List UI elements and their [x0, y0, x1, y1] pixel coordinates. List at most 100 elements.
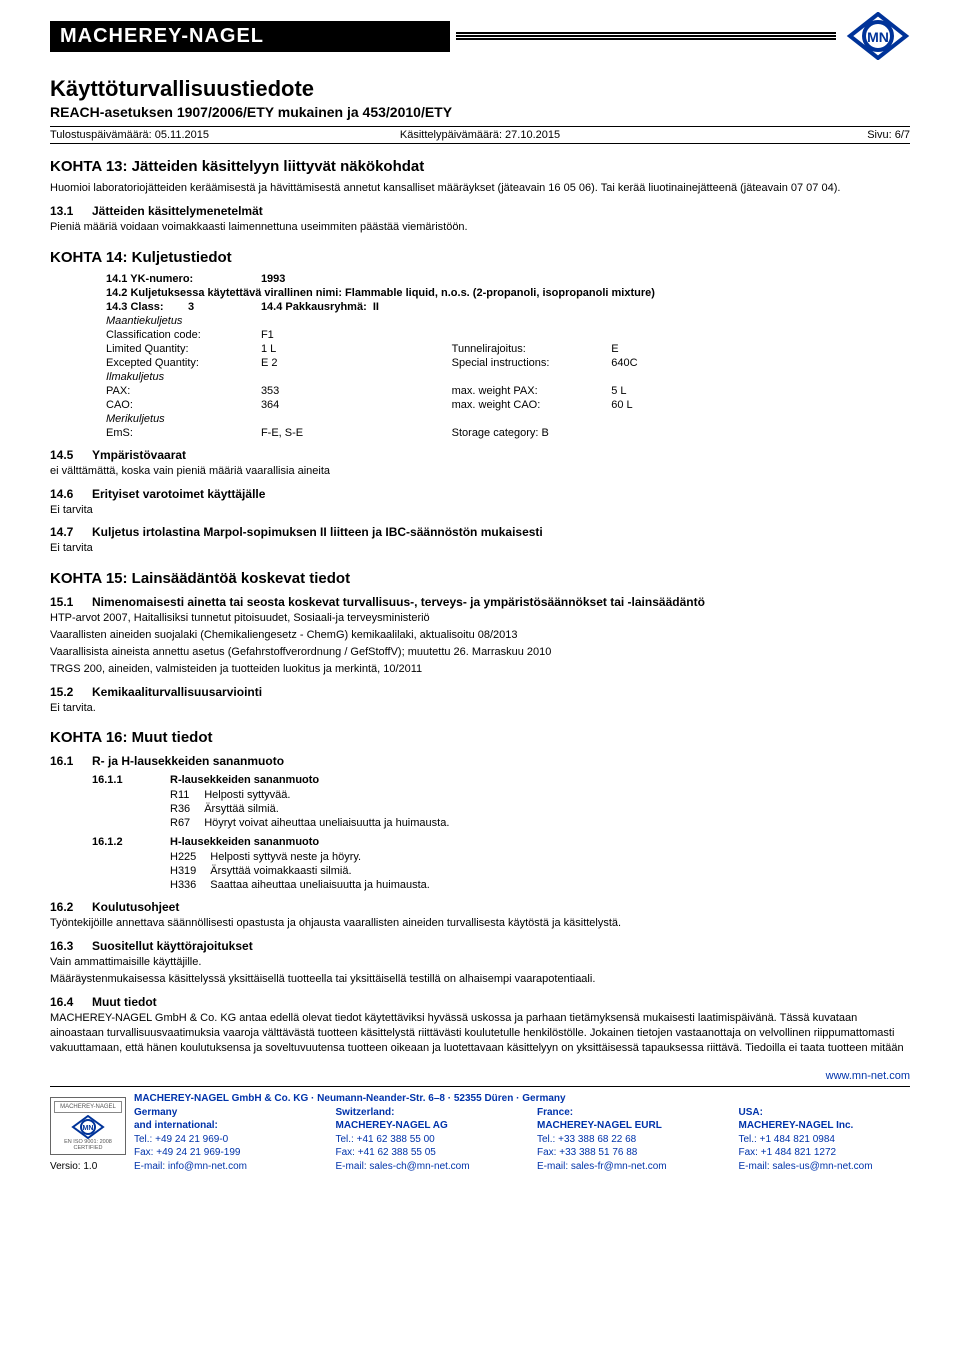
footer-company: MACHEREY-NAGEL GmbH & Co. KG · Neumann-N…: [134, 1093, 910, 1104]
cert-brand: MACHEREY-NAGEL: [54, 1101, 122, 1113]
sea-transport-heading: Merikuljetus: [106, 412, 661, 426]
special-instr: 640C: [611, 356, 661, 370]
section-15-1-l4: TRGS 200, aineiden, valmisteiden ja tuot…: [50, 662, 910, 677]
footer-fax: Fax: +33 388 51 76 88: [537, 1146, 709, 1160]
footer-fax: Fax: +1 484 821 1272: [739, 1146, 911, 1160]
classification-code: F1: [261, 328, 452, 342]
print-date: Tulostuspäivämäärä: 05.11.2015: [50, 129, 337, 141]
transport-table: 14.1 YK-numero:1993 14.2 Kuljetuksessa k…: [106, 272, 661, 440]
section-15-2: 15.2 Kemikaaliturvallisuusarviointi: [50, 685, 910, 699]
section-15-1-l3: Vaarallisista aineista annettu asetus (G…: [50, 645, 910, 660]
h-text: Ärsyttää voimakkaasti silmiä.: [210, 864, 444, 878]
classification-code-label: Classification code:: [106, 328, 261, 342]
document-subtitle: REACH-asetuksen 1907/2006/ETY mukainen j…: [50, 104, 910, 120]
section-14-5-text: ei välttämättä, koska vain pieniä määriä…: [50, 464, 910, 479]
section-num: 16.1.2: [50, 836, 170, 848]
footer-email: E-mail: sales-ch@mn-net.com: [336, 1160, 508, 1174]
section-15-2-text: Ei tarvita.: [50, 701, 910, 716]
section-num: 15.2: [50, 685, 92, 699]
section-14-7-text: Ei tarvita: [50, 541, 910, 556]
footer-col-heading: Germany and international:: [134, 1106, 306, 1133]
section-subtitle: Koulutusohjeet: [92, 900, 179, 914]
h-code: H336: [170, 878, 210, 892]
section-16-2: 16.2 Koulutusohjeet: [50, 900, 910, 914]
ems-label: EmS:: [106, 426, 261, 440]
section-num: 13.1: [50, 204, 92, 218]
ems-value: F-E, S-E: [261, 426, 452, 440]
h-text: Saattaa aiheuttaa uneliaisuutta ja huima…: [210, 878, 444, 892]
cert-text: EN ISO 9001: 2008 CERTIFIED: [54, 1139, 122, 1151]
section-subtitle: Erityiset varotoimet käyttäjälle: [92, 487, 265, 501]
footer-email: E-mail: sales-fr@mn-net.com: [537, 1160, 709, 1174]
footer-fax: Fax: +49 24 21 969-199: [134, 1146, 306, 1160]
section-num: 16.3: [50, 939, 92, 953]
footer-col-heading: USA: MACHEREY-NAGEL Inc.: [739, 1106, 911, 1133]
footer-col-usa: USA: MACHEREY-NAGEL Inc. Tel.: +1 484 82…: [739, 1106, 911, 1174]
section-13-1: 13.1 Jätteiden käsittelymenetelmät: [50, 204, 910, 218]
section-subtitle: Muut tiedot: [92, 995, 157, 1009]
section-subtitle: Nimenomaisesti ainetta tai seosta koskev…: [92, 595, 705, 609]
limited-qty: 1 L: [261, 342, 452, 356]
class-value: 3: [188, 301, 194, 313]
section-15-1: 15.1 Nimenomaisesti ainetta tai seosta k…: [50, 595, 910, 609]
page-number: Sivu: 6/7: [623, 129, 910, 141]
r-code: R11: [170, 788, 204, 802]
section-13-intro: Huomioi laboratoriojätteiden keräämisest…: [50, 181, 910, 196]
document-title: Käyttöturvallisuustiedote: [50, 76, 910, 102]
packing-group-label: 14.4 Pakkausryhmä:: [261, 301, 367, 313]
section-16-title: KOHTA 16: Muut tiedot: [50, 729, 910, 746]
section-16-3: 16.3 Suositellut käyttörajoitukset: [50, 939, 910, 953]
pax-weight: 5 L: [611, 384, 661, 398]
excepted-qty-label: Excepted Quantity:: [106, 356, 261, 370]
r-code: R36: [170, 802, 204, 816]
brand-name: MACHEREY-NAGEL: [50, 21, 450, 52]
section-num: 16.1: [50, 754, 92, 768]
svg-text:MN: MN: [83, 1125, 94, 1132]
section-num: 14.7: [50, 525, 92, 539]
meta-line: Tulostuspäivämäärä: 05.11.2015 Käsittely…: [50, 126, 910, 144]
section-16-1-2: 16.1.2 H-lausekkeiden sananmuoto: [50, 836, 910, 848]
footer-tel: Tel.: +33 388 68 22 68: [537, 1133, 709, 1147]
cao-weight: 60 L: [611, 398, 661, 412]
footer-col-france: France: MACHEREY-NAGEL EURL Tel.: +33 38…: [537, 1106, 709, 1174]
section-13-title: KOHTA 13: Jätteiden käsittelyyn liittyvä…: [50, 158, 910, 175]
footer-tel: Tel.: +1 484 821 0984: [739, 1133, 911, 1147]
section-15-1-l2: Vaarallisten aineiden suojalaki (Chemika…: [50, 628, 910, 643]
shipping-name: 14.2 Kuljetuksessa käytettävä virallinen…: [106, 286, 661, 300]
section-num: 15.1: [50, 595, 92, 609]
section-16-3-l2: Määräystenmukaisessa käsittelyssä yksitt…: [50, 972, 910, 987]
r-text: Höyryt voivat aiheuttaa uneliaisuutta ja…: [204, 816, 463, 830]
section-14-title: KOHTA 14: Kuljetustiedot: [50, 249, 910, 266]
r-code: R67: [170, 816, 204, 830]
special-instr-label: Special instructions:: [452, 356, 612, 370]
h-code: H225: [170, 850, 210, 864]
r-text: Ärsyttää silmiä.: [204, 802, 463, 816]
section-subtitle: Kuljetus irtolastina Marpol-sopimuksen I…: [92, 525, 543, 539]
r-phrases-table: R11Helposti syttyvää. R36Ärsyttää silmiä…: [170, 788, 463, 830]
cert-box: MACHEREY-NAGEL MN EN ISO 9001: 2008 CERT…: [50, 1093, 134, 1174]
section-num: 16.2: [50, 900, 92, 914]
header: MACHEREY-NAGEL MN: [50, 12, 910, 60]
footer-link[interactable]: www.mn-net.com: [50, 1070, 910, 1082]
storage-category: Storage category: B: [452, 426, 661, 440]
section-14-5: 14.5 Ympäristövaarat: [50, 448, 910, 462]
cao-value: 364: [261, 398, 452, 412]
section-13-1-text: Pieniä määriä voidaan voimakkaasti laime…: [50, 220, 910, 235]
section-subtitle: R- ja H-lausekkeiden sananmuoto: [92, 754, 284, 768]
section-subtitle: Ympäristövaarat: [92, 448, 186, 462]
section-15-1-l1: HTP-arvot 2007, Haitallisiksi tunnetut p…: [50, 611, 910, 626]
section-subtitle: Suositellut käyttörajoitukset: [92, 939, 253, 953]
footer-email: E-mail: sales-us@mn-net.com: [739, 1160, 911, 1174]
version: Versio: 1.0: [50, 1161, 126, 1172]
h-code: H319: [170, 864, 210, 878]
footer-tel: Tel.: +49 24 21 969-0: [134, 1133, 306, 1147]
section-16-4-text: MACHEREY-NAGEL GmbH & Co. KG antaa edell…: [50, 1011, 910, 1056]
road-transport-heading: Maantiekuljetus: [106, 314, 661, 328]
footer: MACHEREY-NAGEL MN EN ISO 9001: 2008 CERT…: [50, 1086, 910, 1174]
footer-col-heading: France: MACHEREY-NAGEL EURL: [537, 1106, 709, 1133]
section-subtitle: Jätteiden käsittelymenetelmät: [92, 204, 263, 218]
section-num: 14.6: [50, 487, 92, 501]
packing-group: II: [373, 301, 379, 313]
h-phrases-table: H225Helposti syttyvä neste ja höyry. H31…: [170, 850, 444, 892]
section-subtitle: H-lausekkeiden sananmuoto: [170, 836, 319, 848]
